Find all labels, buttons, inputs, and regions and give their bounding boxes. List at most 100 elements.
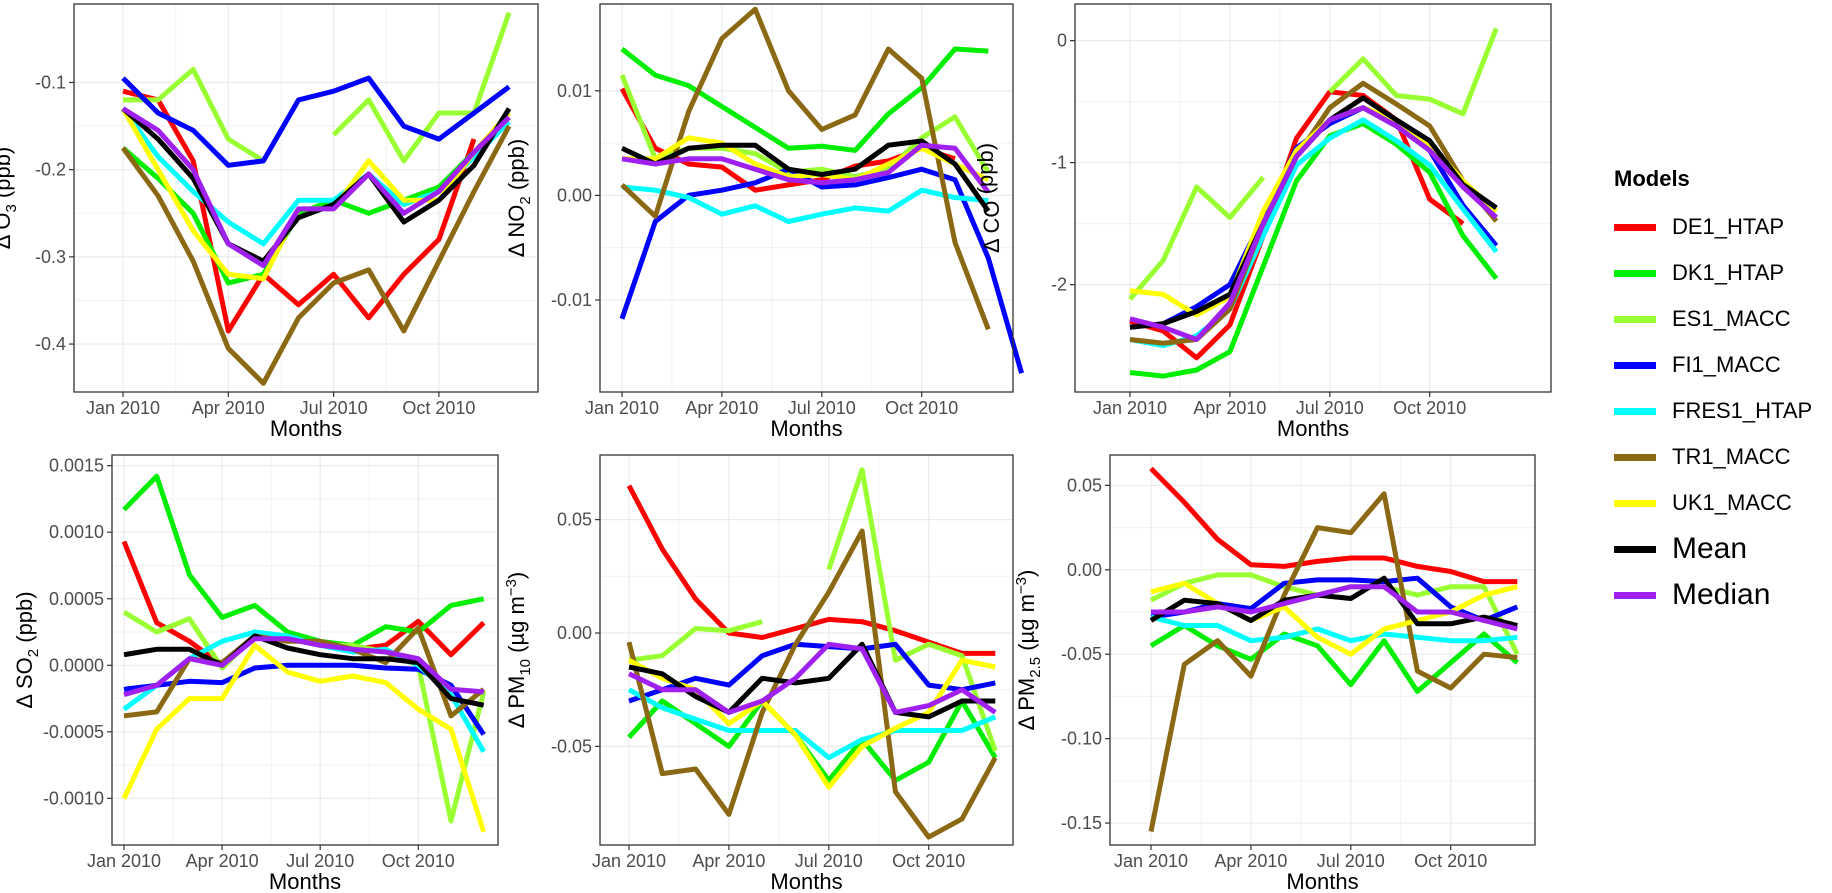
y-tick-label: -0.05 <box>551 736 592 756</box>
y-axis-label-part: Δ <box>504 238 529 258</box>
legend-label: Median <box>1672 578 1771 611</box>
y-tick-label: 0.00 <box>557 185 592 205</box>
y-tick-label: -2 <box>1051 275 1067 295</box>
series-line-fres1-htap <box>1150 614 1518 644</box>
x-tick-label: Apr 2010 <box>685 398 758 418</box>
x-tick-label: Apr 2010 <box>1193 398 1266 418</box>
x-tick-label: Jul 2010 <box>1296 398 1364 418</box>
legend-key <box>1614 223 1656 231</box>
y-axis-label-part: Δ <box>504 709 529 729</box>
series-line-es1-macc <box>1128 175 1266 301</box>
plot-frame <box>111 454 499 846</box>
y-tick-label: 0.00 <box>1067 560 1102 580</box>
y-tick-label: 0.0000 <box>49 655 104 675</box>
x-tick-label: Jul 2010 <box>300 398 368 418</box>
legend-key <box>1614 361 1656 369</box>
legend-label: DE1_HTAP <box>1672 214 1785 239</box>
legend-label: FRES1_HTAP <box>1672 398 1813 423</box>
x-tick-label: Oct 2010 <box>885 398 958 418</box>
y-axis-label-part: (ppb) <box>12 591 37 648</box>
legend-title: Models <box>1614 166 1690 191</box>
series-line-es1-macc <box>331 11 512 164</box>
chart-panel: -0.15 -0.10 -0.05 0.00 0.05 Jan 2010 Apr 2010 J… <box>1013 454 1536 893</box>
legend-label: UK1_MACC <box>1672 490 1792 515</box>
x-tick-label: Jan 2010 <box>585 398 659 418</box>
series-line-median <box>123 636 484 698</box>
chart-panel: -2 -1 0 Jan 2010 Apr 2010 Jul 2010 Oct 2010 Mon… <box>973 3 1552 441</box>
y-axis-label: Δ NO2 (ppb) <box>504 139 534 257</box>
legend-key <box>1614 315 1656 323</box>
y-tick-label: -0.0010 <box>43 788 104 808</box>
y-tick-label: 0.0015 <box>49 456 104 476</box>
legend-items: DE1_HTAP DK1_HTAP ES1_MACC FI1_MACC FRES1_HT… <box>1614 204 1824 618</box>
legend-item: ES1_MACC <box>1614 296 1824 342</box>
legend-label: Mean <box>1672 532 1748 565</box>
x-tick-label: Jan 2010 <box>592 851 666 871</box>
x-tick-label: Jan 2010 <box>86 398 160 418</box>
series-line-mean <box>123 633 485 708</box>
y-axis-label-part: NO <box>504 205 529 238</box>
series-line-mean <box>628 641 996 720</box>
y-axis-label-part: 2 <box>25 649 42 657</box>
legend-item: FRES1_HTAP <box>1614 388 1824 434</box>
y-tick-label: -0.3 <box>35 247 66 267</box>
x-tick-label: Oct 2010 <box>382 851 455 871</box>
y-axis-label: Δ SO2 (ppb) <box>12 591 42 708</box>
y-axis-label-part: O <box>0 213 15 230</box>
plot-frame <box>599 3 1014 393</box>
x-axis-label: Months <box>1277 416 1349 441</box>
x-axis-label: Months <box>770 416 842 441</box>
series-line-uk1-macc <box>121 642 487 833</box>
x-tick-label: Oct 2010 <box>1393 398 1466 418</box>
series-line-es1-macc <box>1328 27 1499 117</box>
y-axis-label-part: 2.5 <box>1027 657 1044 678</box>
y-axis-label-part: PM <box>1014 678 1039 711</box>
series-line-tr1-macc <box>620 6 991 331</box>
y-axis-label-part: (µg m <box>1014 594 1039 657</box>
y-axis-label-part: ) <box>504 572 529 579</box>
y-axis-label-part: −3 <box>503 579 520 596</box>
legend-item: FI1_MACC <box>1614 342 1824 388</box>
y-axis-label-part: PM <box>504 676 529 709</box>
series-line-de1-htap <box>1149 466 1518 585</box>
chart-panel: -0.4 -0.3 -0.2 -0.1 Jan 2010 Apr 2010 Jul 2010… <box>0 3 539 441</box>
y-tick-label: -0.10 <box>1061 729 1102 749</box>
y-axis-label-part: (ppb) <box>504 139 529 196</box>
x-tick-label: Oct 2010 <box>892 851 965 871</box>
series-line-dk1-htap <box>620 46 989 153</box>
series-line-median <box>627 641 997 715</box>
legend-key <box>1614 407 1656 415</box>
y-tick-label: -0.2 <box>35 160 66 180</box>
y-tick-label: -0.05 <box>1061 644 1102 664</box>
legend-key <box>1614 499 1656 507</box>
chart-panel: -0.0010 -0.0005 0.0000 0.0005 0.0010 0.0015 Ja… <box>12 454 499 893</box>
chart-panel: -0.01 0.00 0.01 Jan 2010 Apr 2010 Jul 2010 Oct… <box>504 3 1025 441</box>
series-line-median <box>121 106 511 269</box>
y-tick-label: -0.1 <box>35 72 66 92</box>
y-axis-label-part: Δ <box>979 233 1004 253</box>
legend-item: TR1_MACC <box>1614 434 1824 480</box>
y-axis-label: Δ PM2.5 (µg m−3) <box>1013 570 1044 731</box>
y-axis-label-part: (µg m <box>504 596 529 659</box>
y-axis-label-part: (ppb) <box>973 143 998 200</box>
y-tick-label: 0.05 <box>1067 475 1102 495</box>
y-tick-label: -0.15 <box>1061 813 1102 833</box>
series-line-de1-htap <box>122 88 477 334</box>
x-tick-label: Apr 2010 <box>186 851 259 871</box>
legend-item: Median <box>1614 572 1824 618</box>
series-line-tr1-macc <box>626 528 998 840</box>
x-axis-label: Months <box>270 416 342 441</box>
series-line-dk1-htap <box>122 473 485 648</box>
series-line-fi1-macc <box>628 641 996 704</box>
y-axis-label-part: −3 <box>1013 577 1030 594</box>
y-tick-label: -0.0005 <box>43 722 104 742</box>
series-line-es1-macc <box>826 467 998 752</box>
legend-key <box>1614 591 1656 599</box>
plot-frame <box>73 3 539 393</box>
series-line-fres1-htap <box>621 184 989 224</box>
legend-key <box>1614 453 1656 461</box>
y-tick-label: -1 <box>1051 153 1067 173</box>
y-tick-label: 0.05 <box>557 510 592 530</box>
series-line-mean <box>1149 575 1518 628</box>
